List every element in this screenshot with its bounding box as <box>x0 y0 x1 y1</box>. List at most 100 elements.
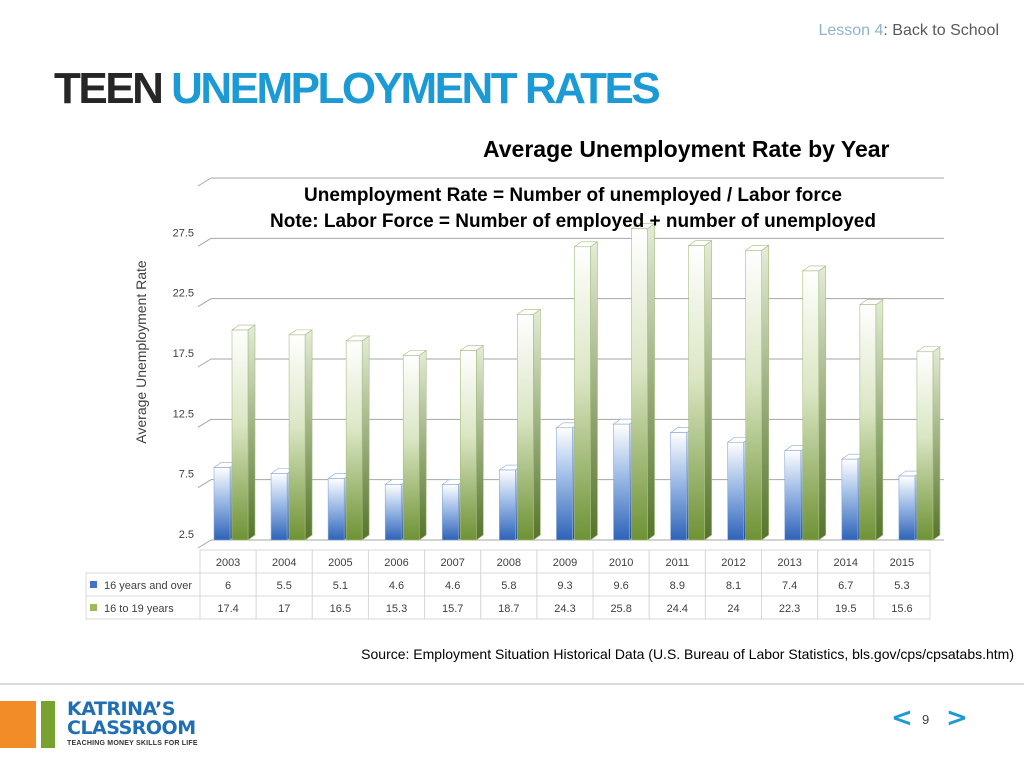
logo-tagline: TEACHING MONEY SKILLS FOR LIFE <box>67 740 198 747</box>
bar-teens-2012 <box>744 244 770 541</box>
legend-entry: 16 to 19 years <box>104 603 174 615</box>
bar-teens-2014 <box>858 299 884 541</box>
bar-teens-2010 <box>630 223 656 541</box>
bar-front <box>613 423 630 541</box>
data-label: 17 <box>278 603 290 615</box>
bar-side <box>590 241 598 541</box>
bar-front <box>517 314 534 541</box>
bar-side <box>361 335 370 541</box>
x-tick-label: 2011 <box>665 557 689 569</box>
next-slide-button[interactable]: > <box>946 703 968 733</box>
gridline-depth <box>197 539 212 549</box>
bar-front <box>460 350 477 541</box>
data-label: 15.6 <box>891 603 912 615</box>
table-cell <box>873 595 931 620</box>
bar-side <box>476 344 484 541</box>
y-axis-label: Average Unemployment Rate <box>133 260 149 444</box>
x-tick-label: 2006 <box>384 557 408 569</box>
data-label: 7.4 <box>782 580 797 592</box>
page-title: TEEN UNEMPLOYMENT RATES <box>54 64 661 114</box>
bar-teens-2009 <box>573 241 599 541</box>
bar-front <box>213 467 231 541</box>
data-label: 4.6 <box>445 580 460 592</box>
bar-teens-2011 <box>687 239 713 541</box>
katrinas-classroom-logo: KATRINA’S CLASSROOM TEACHING MONEY SKILL… <box>67 698 198 748</box>
bar-front <box>916 351 934 541</box>
data-label: 8.1 <box>726 580 741 592</box>
bar-side <box>304 329 313 541</box>
previous-slide-button[interactable]: < <box>891 703 913 733</box>
logo-line2: CLASSROOM <box>67 717 196 739</box>
bar-teens-2004 <box>288 329 314 541</box>
bar-side <box>875 299 884 541</box>
formula-line: Unemployment Rate = Number of unemployed… <box>304 185 842 206</box>
bar-front <box>727 441 744 541</box>
x-tick-label: 2004 <box>272 557 296 569</box>
bar-front <box>859 304 877 541</box>
brand-green-bar <box>41 701 55 748</box>
bar-front <box>327 478 345 541</box>
bar-teens-2015 <box>915 346 941 541</box>
data-label: 16.5 <box>330 603 351 615</box>
data-label: 9.3 <box>557 580 572 592</box>
gridline-depth <box>197 418 212 428</box>
legend-entry: 16 years and over <box>104 580 192 592</box>
page-title-blue: UNEMPLOYMENT RATES <box>171 64 661 113</box>
lesson-number: Lesson 4 <box>818 22 884 39</box>
data-label: 24 <box>727 603 739 615</box>
gridline-depth <box>197 479 212 489</box>
data-label: 6 <box>225 580 231 592</box>
logo-line1: KATRINA’S <box>67 698 175 720</box>
bar-teens-2003 <box>231 324 256 541</box>
bar-front <box>802 270 820 541</box>
legend-key <box>90 581 97 588</box>
bar-front <box>288 334 306 541</box>
bar-front <box>574 246 591 541</box>
bar-front <box>384 484 402 541</box>
bar-teens-2005 <box>345 335 371 541</box>
bar-front <box>745 250 762 541</box>
chart-title: Average Unemployment Rate by Year <box>483 136 890 162</box>
bar-side <box>418 349 427 541</box>
bar-front <box>841 458 859 541</box>
x-tick-label: 2015 <box>890 557 914 569</box>
bar-side <box>247 324 256 541</box>
bar-side <box>533 308 541 541</box>
bar-teens-2007 <box>459 344 485 541</box>
data-label: 9.6 <box>614 580 629 592</box>
bar-side <box>647 223 655 541</box>
data-label: 22.3 <box>779 603 800 615</box>
data-label: 17.4 <box>217 603 238 615</box>
bar-front <box>670 432 687 541</box>
y-tick-label: 12.5 <box>173 408 194 420</box>
bar-side <box>818 265 827 541</box>
gridline-depth <box>197 298 212 308</box>
bar-front <box>556 427 573 541</box>
x-tick-label: 2014 <box>834 557 858 569</box>
data-label: 24.3 <box>554 603 575 615</box>
x-tick-label: 2009 <box>553 557 577 569</box>
bar-front <box>231 329 249 541</box>
x-tick-label: 2003 <box>216 557 240 569</box>
x-tick-label: 2010 <box>609 557 633 569</box>
page-title-dark: TEEN <box>54 64 164 113</box>
data-label: 5.5 <box>277 580 292 592</box>
bar-front <box>688 245 705 541</box>
bar-front <box>270 473 288 541</box>
lesson-label: Lesson 4: Back to School <box>818 22 999 40</box>
data-label: 5.1 <box>333 580 348 592</box>
bar-teens-2006 <box>402 349 428 541</box>
y-tick-label: 2.5 <box>179 529 194 541</box>
gridline-depth <box>197 237 212 247</box>
data-label: 25.8 <box>610 603 631 615</box>
data-label: 24.4 <box>667 603 688 615</box>
footer-divider <box>0 683 1024 685</box>
x-tick-label: 2012 <box>721 557 745 569</box>
data-label: 15.7 <box>442 603 463 615</box>
bar-front <box>345 340 363 541</box>
bar-side <box>932 346 941 541</box>
data-label: 5.8 <box>501 580 516 592</box>
data-label: 15.3 <box>386 603 407 615</box>
bar-front <box>402 355 420 541</box>
bar-side <box>704 239 712 541</box>
